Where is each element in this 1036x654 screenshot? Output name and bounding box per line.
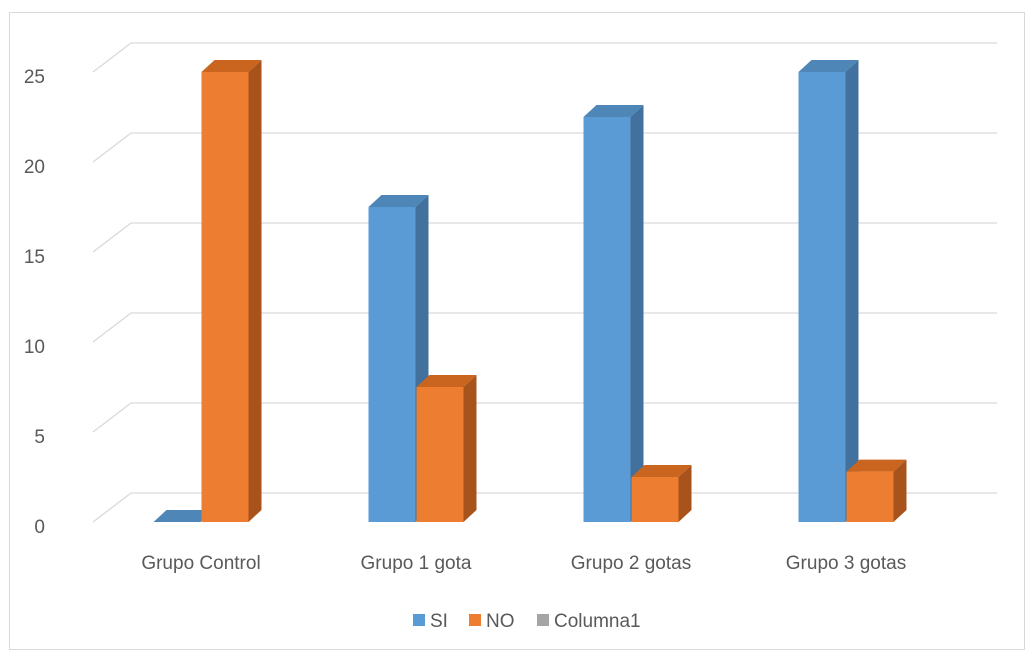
legend-swatch [413,614,425,626]
gridline [92,42,997,73]
legend: SI NO Columna1 [413,611,641,632]
bar-si-1 [153,510,214,522]
bar-no-1 [201,60,262,522]
legend-swatch [537,614,549,626]
gridline [92,402,997,433]
legend-item-si: SI [413,611,448,632]
bar-si-3 [583,105,644,522]
y-tick-label: 0 [34,517,45,538]
x-tick-label: Grupo 2 gotas [571,553,691,574]
y-tick-label: 25 [24,67,45,88]
legend-swatch [469,614,481,626]
gridline [92,312,997,343]
bar-no-3 [631,465,692,522]
gridlines [92,42,997,523]
bars [153,60,907,522]
x-tick-label: Grupo 3 gotas [786,553,906,574]
bar-no-4 [846,459,907,522]
legend-item-no: NO [469,611,515,632]
legend-item-columna1: Columna1 [537,611,641,632]
legend-label: NO [486,611,515,632]
bar-no-2 [416,375,477,522]
y-tick-label: 10 [24,337,45,358]
legend-label: Columna1 [554,611,641,632]
gridline [92,222,997,253]
y-tick-label: 15 [24,247,45,268]
gridline [92,492,997,523]
x-tick-label: Grupo 1 gota [361,553,472,574]
gridline [92,132,997,163]
x-axis: Grupo Control Grupo 1 gota Grupo 2 gotas Gr… [141,553,906,574]
y-axis: 0 5 10 15 20 25 [24,67,45,538]
y-tick-label: 5 [34,427,45,448]
bar-si-4 [798,60,859,522]
legend-label: SI [430,611,448,632]
x-tick-label: Grupo Control [141,553,260,574]
y-tick-label: 20 [24,157,45,178]
